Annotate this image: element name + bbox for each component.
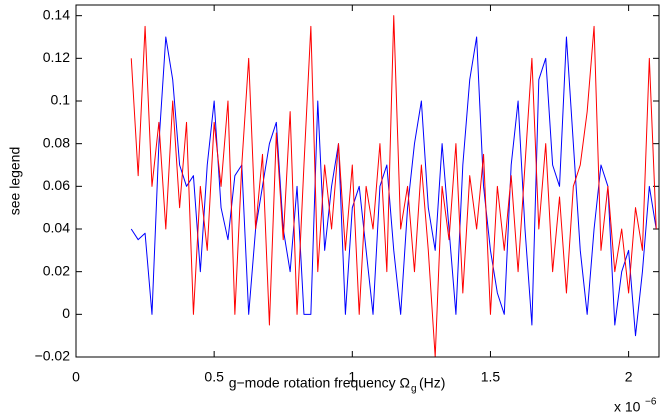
- x-exponent: −6: [645, 397, 657, 408]
- x-axis-label-unit: (Hz): [419, 375, 445, 391]
- y-axis-label: see legend: [7, 147, 23, 216]
- y-tick-label: 0.04: [43, 220, 70, 236]
- y-tick-label: −0.02: [35, 348, 71, 364]
- x-tick-label: 2: [625, 369, 633, 385]
- x-axis-label: g−mode rotation frequency Ω: [229, 375, 410, 391]
- data-line: [130, 15, 657, 358]
- y-tick-label: 0.06: [43, 177, 70, 193]
- x-multiplier: x 10: [614, 399, 641, 415]
- y-tick-label: 0: [62, 305, 70, 321]
- y-tick-label: 0.08: [43, 134, 70, 150]
- data-line: [130, 36, 657, 337]
- x-tick-label: 0.5: [204, 369, 224, 385]
- x-tick-label: 1: [348, 369, 356, 385]
- x-axis-label-subscript: g: [411, 384, 417, 395]
- y-tick-label: 0.14: [43, 6, 70, 22]
- x-tick-label: 1.5: [481, 369, 501, 385]
- x-tick-label: 0: [72, 369, 80, 385]
- plot-frame: [75, 4, 660, 358]
- y-tick-label: 0.02: [43, 262, 70, 278]
- y-tick-label: 0.12: [43, 49, 70, 65]
- y-tick-label: 0.1: [51, 92, 71, 108]
